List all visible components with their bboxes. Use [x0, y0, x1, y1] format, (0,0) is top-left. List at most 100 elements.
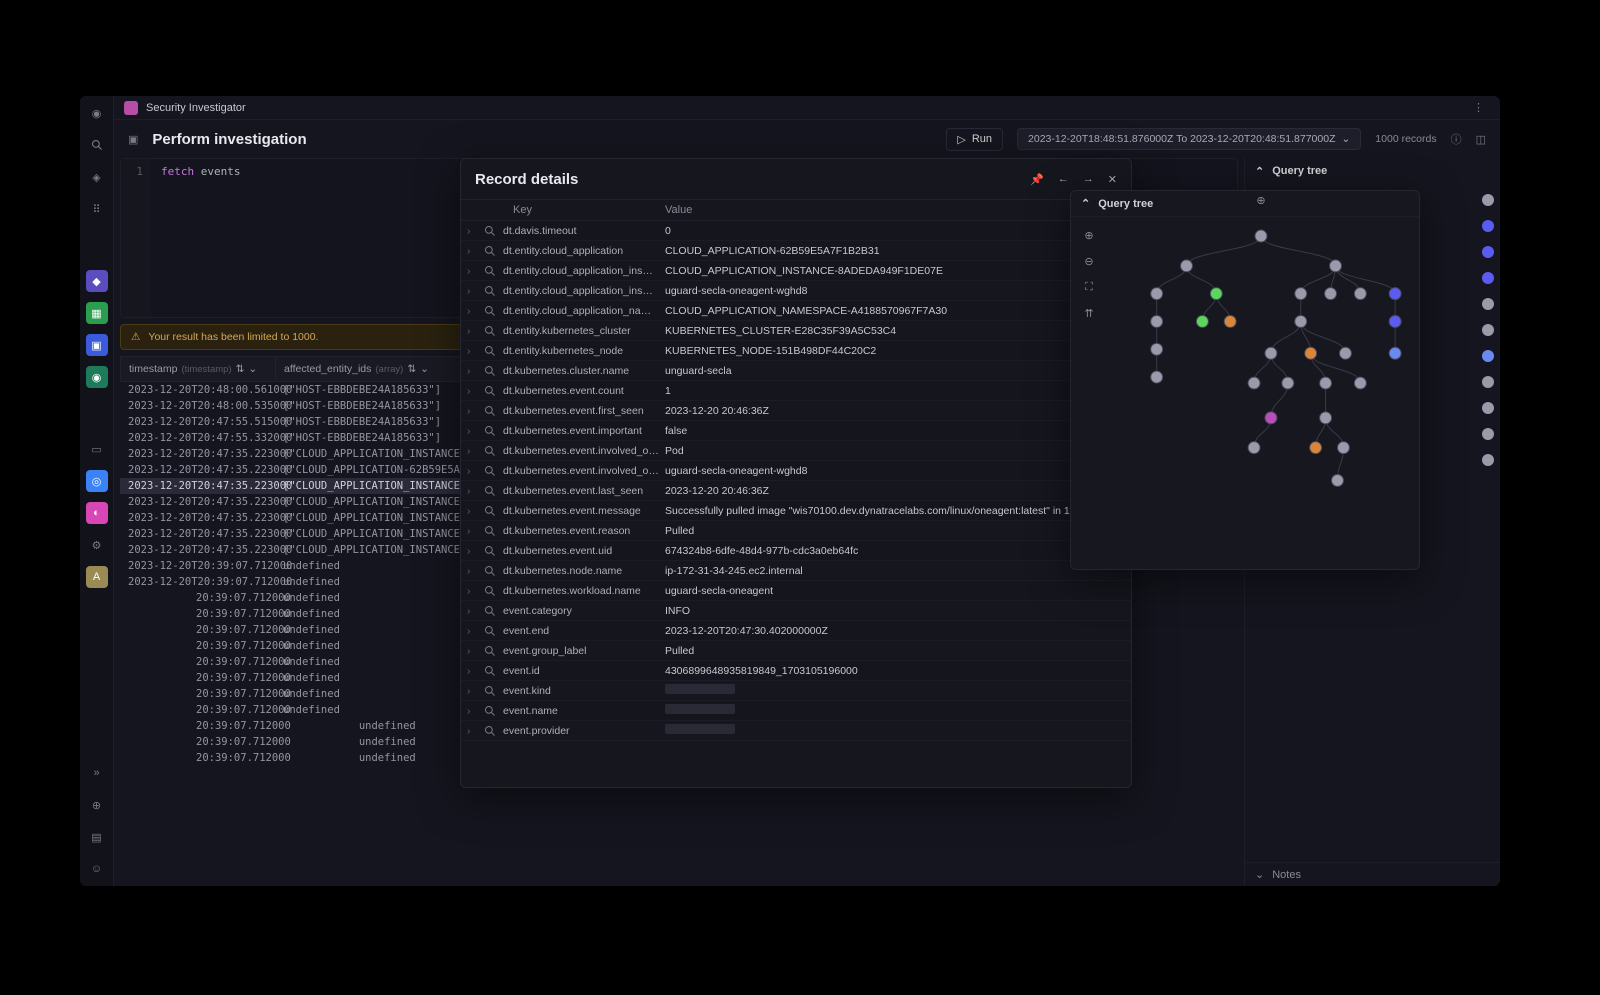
rail-app-1-icon[interactable]: ◆	[86, 270, 108, 292]
close-icon[interactable]: ✕	[1108, 173, 1117, 186]
tree-node[interactable]	[1151, 316, 1163, 328]
zoom-in-icon[interactable]: ⊕	[1079, 225, 1099, 245]
expand-icon[interactable]: ›	[467, 445, 481, 457]
tree-node[interactable]	[1265, 412, 1277, 424]
prev-icon[interactable]: ←	[1058, 173, 1069, 186]
record-detail-row[interactable]: ›dt.entity.cloud_application_ins…CLOUD_A…	[461, 261, 1131, 281]
filter-icon[interactable]	[481, 625, 499, 637]
tree-node[interactable]	[1389, 316, 1401, 328]
filter-icon[interactable]	[481, 285, 499, 297]
record-detail-row[interactable]: ›dt.kubernetes.event.first_seen2023-12-2…	[461, 401, 1131, 421]
back-square-icon[interactable]: ▣	[128, 133, 138, 146]
filter-icon[interactable]	[481, 245, 499, 257]
next-icon[interactable]: →	[1083, 173, 1094, 186]
tree-node[interactable]	[1325, 288, 1337, 300]
run-button[interactable]: ▷ Run	[946, 128, 1003, 151]
tree-node[interactable]	[1354, 288, 1366, 300]
rail-app-2-icon[interactable]: ▦	[86, 302, 108, 324]
expand-icon[interactable]: ›	[467, 425, 481, 437]
filter-icon[interactable]	[481, 485, 499, 497]
tree-node[interactable]	[1320, 412, 1332, 424]
tree-node[interactable]	[1295, 316, 1307, 328]
tree-node[interactable]	[1310, 442, 1322, 454]
tree-node[interactable]	[1151, 343, 1163, 355]
tree-node[interactable]	[1330, 260, 1342, 272]
expand-icon[interactable]: ›	[467, 385, 481, 397]
record-details-body[interactable]: ›dt.davis.timeout0 ›dt.entity.cloud_appli…	[461, 221, 1131, 787]
more-icon[interactable]: ⋮	[1467, 101, 1490, 114]
search-icon[interactable]	[86, 134, 108, 156]
record-detail-row[interactable]: ›event.id4306899648935819849_17031051960…	[461, 661, 1131, 681]
rail-gear-icon[interactable]: ⚙	[86, 534, 108, 556]
record-detail-row[interactable]: ›dt.kubernetes.cluster.nameunguard-secla	[461, 361, 1131, 381]
record-detail-row[interactable]: ›dt.kubernetes.event.uid674324b8-6dfe-48…	[461, 541, 1131, 561]
tree-node[interactable]	[1295, 288, 1307, 300]
info-icon[interactable]: ⓘ	[1451, 131, 1462, 147]
rail-cube-icon[interactable]: ◈	[86, 166, 108, 188]
rail-app-6-icon[interactable]: ◎	[86, 470, 108, 492]
expand-icon[interactable]: ›	[467, 485, 481, 497]
expand-icon[interactable]: ›	[467, 645, 481, 657]
filter-icon[interactable]	[481, 665, 499, 677]
record-detail-row[interactable]: ›dt.entity.kubernetes_clusterKUBERNETES_…	[461, 321, 1131, 341]
expand-icon[interactable]: ›	[467, 605, 481, 617]
filter-icon[interactable]	[481, 425, 499, 437]
tree-node[interactable]	[1332, 474, 1344, 486]
rail-news-icon[interactable]: ▤	[86, 826, 108, 848]
filter-icon[interactable]	[481, 445, 499, 457]
filter-icon[interactable]	[481, 345, 499, 357]
tree-node[interactable]	[1389, 347, 1401, 359]
expand-icon[interactable]: ›	[467, 465, 481, 477]
tree-node[interactable]	[1181, 260, 1193, 272]
expand-icon[interactable]: ›	[467, 685, 481, 697]
tree-node[interactable]	[1151, 288, 1163, 300]
tree-node[interactable]	[1282, 377, 1294, 389]
rail-app-5-icon[interactable]: ▭	[86, 438, 108, 460]
rail-app-8-icon[interactable]: A	[86, 566, 108, 588]
tree-node[interactable]	[1151, 371, 1163, 383]
expand-icon[interactable]: ›	[467, 625, 481, 637]
filter-icon[interactable]	[481, 565, 499, 577]
rail-expand-icon[interactable]: »	[86, 762, 108, 784]
tree-node[interactable]	[1224, 316, 1236, 328]
tree-node[interactable]	[1338, 442, 1350, 454]
record-detail-row[interactable]: ›dt.davis.timeout0	[461, 221, 1131, 241]
rail-user-icon[interactable]: ☺	[86, 858, 108, 880]
expand-icon[interactable]: ›	[467, 345, 481, 357]
expand-icon[interactable]: ›	[467, 305, 481, 317]
filter-icon[interactable]	[481, 365, 499, 377]
expand-icon[interactable]: ›	[467, 365, 481, 377]
tree-node[interactable]	[1265, 347, 1277, 359]
filter-icon[interactable]	[481, 645, 499, 657]
tree-canvas[interactable]	[1107, 221, 1415, 565]
record-detail-row[interactable]: ›dt.kubernetes.event.last_seen2023-12-20…	[461, 481, 1131, 501]
record-detail-row[interactable]: ›event.group_labelPulled	[461, 641, 1131, 661]
rail-globe-icon[interactable]: ⊕	[86, 794, 108, 816]
expand-icon[interactable]: ›	[467, 665, 481, 677]
filter-icon[interactable]	[481, 685, 499, 697]
zoom-out-icon[interactable]: ⊖	[1079, 251, 1099, 271]
filter-icon[interactable]	[481, 265, 499, 277]
expand-icon[interactable]: ›	[467, 285, 481, 297]
filter-icon[interactable]	[481, 385, 499, 397]
collapse-icon[interactable]: ⇈	[1079, 303, 1099, 323]
tree-node[interactable]	[1354, 377, 1366, 389]
record-detail-row[interactable]: ›dt.kubernetes.event.involved_o…Pod	[461, 441, 1131, 461]
record-detail-row[interactable]: ›event.end2023-12-20T20:47:30.402000000Z	[461, 621, 1131, 641]
filter-icon[interactable]	[481, 305, 499, 317]
record-detail-row[interactable]: ›dt.entity.cloud_application_ins…uguard-…	[461, 281, 1131, 301]
filter-icon[interactable]	[481, 585, 499, 597]
expand-icon[interactable]: ›	[467, 705, 481, 717]
query-tree-panel-header[interactable]: ⌃ Query tree	[1071, 191, 1419, 217]
tree-node[interactable]	[1305, 347, 1317, 359]
tree-node[interactable]	[1339, 347, 1351, 359]
record-detail-row[interactable]: ›dt.entity.cloud_application_na…CLOUD_AP…	[461, 301, 1131, 321]
record-detail-row[interactable]: ›dt.kubernetes.workload.nameuguard-secla…	[461, 581, 1131, 601]
rail-app-4-icon[interactable]: ◉	[86, 366, 108, 388]
tree-node[interactable]	[1389, 288, 1401, 300]
tree-node[interactable]	[1255, 230, 1267, 242]
filter-icon[interactable]	[481, 225, 499, 237]
expand-icon[interactable]: ›	[467, 505, 481, 517]
th-timestamp[interactable]: timestamp (timestamp) ⇅ ⌄	[121, 357, 276, 381]
expand-icon[interactable]: ›	[467, 405, 481, 417]
